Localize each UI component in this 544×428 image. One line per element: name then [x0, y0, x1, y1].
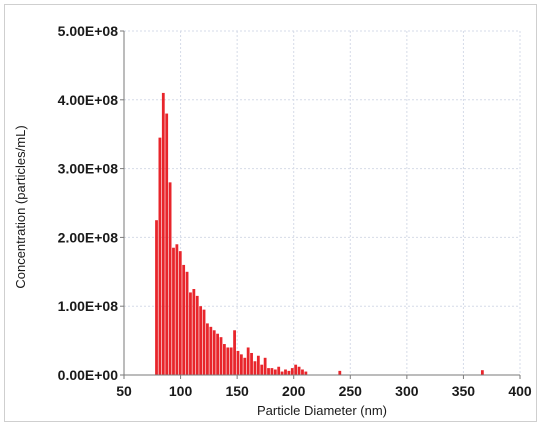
bar — [158, 137, 162, 375]
bar — [229, 347, 233, 375]
bar — [301, 369, 304, 375]
bar — [297, 366, 301, 375]
bar — [246, 347, 250, 375]
bar — [212, 330, 216, 375]
y-tick-label: 0.00E+00 — [58, 367, 119, 383]
y-tick-label: 2.00E+08 — [58, 229, 119, 245]
x-tick-label: 50 — [116, 383, 132, 399]
bar — [287, 370, 291, 375]
bar — [267, 368, 270, 375]
bar — [253, 361, 257, 375]
axes — [120, 30, 521, 379]
bar — [192, 289, 196, 375]
bar — [161, 92, 165, 376]
bar — [189, 292, 192, 375]
x-tick-label: 300 — [395, 383, 419, 399]
bar — [284, 369, 287, 375]
bar — [236, 350, 240, 375]
bar — [239, 354, 243, 375]
x-tick-label: 100 — [169, 383, 193, 399]
bar — [277, 366, 281, 375]
histogram-chart: 0.00E+00 1.00E+08 2.00E+08 3.00E+08 4.00E+08… — [13, 23, 532, 418]
y-tick-label: 4.00E+08 — [58, 92, 119, 108]
bar — [175, 244, 179, 375]
x-tick-label: 150 — [225, 383, 249, 399]
bar — [216, 333, 220, 375]
bar — [195, 295, 199, 375]
x-tick-label: 200 — [282, 383, 306, 399]
bar — [219, 337, 223, 375]
bar — [290, 368, 294, 375]
bar — [182, 264, 186, 375]
bar — [226, 347, 230, 375]
bar — [280, 371, 284, 375]
bar — [185, 271, 189, 375]
bar — [165, 113, 169, 375]
bar — [199, 306, 203, 375]
bar — [260, 364, 264, 375]
chart-frame: 0.00E+00 1.00E+08 2.00E+08 3.00E+08 4.00E+08… — [4, 4, 537, 422]
bar — [256, 355, 260, 375]
x-tick-labels: 50 100 150 200 250 300 350 400 — [116, 383, 532, 399]
bar — [480, 370, 484, 375]
x-tick-label: 350 — [452, 383, 476, 399]
bar — [172, 247, 175, 375]
y-tick-label: 1.00E+08 — [58, 298, 119, 314]
bar — [273, 369, 277, 375]
y-axis-title: Concentration (particles/mL) — [13, 125, 28, 288]
bar — [155, 220, 158, 375]
bar — [243, 357, 247, 375]
bar — [178, 251, 182, 375]
bar — [338, 370, 342, 375]
x-tick-label: 400 — [508, 383, 532, 399]
bar — [202, 309, 206, 375]
bar — [209, 326, 213, 375]
bar — [233, 330, 236, 375]
bar — [304, 371, 308, 375]
bar — [270, 368, 274, 375]
y-tick-labels: 0.00E+00 1.00E+08 2.00E+08 3.00E+08 4.00E+08… — [58, 23, 119, 383]
bar — [294, 364, 298, 375]
bar — [223, 344, 226, 375]
bar — [263, 357, 267, 375]
y-tick-label: 3.00E+08 — [58, 161, 119, 177]
y-tick-label: 5.00E+08 — [58, 23, 119, 39]
bar — [168, 182, 172, 375]
bar-series — [155, 92, 484, 376]
bar — [250, 352, 253, 375]
x-axis-title: Particle Diameter (nm) — [257, 403, 387, 418]
x-tick-label: 250 — [339, 383, 363, 399]
bar — [206, 323, 209, 375]
